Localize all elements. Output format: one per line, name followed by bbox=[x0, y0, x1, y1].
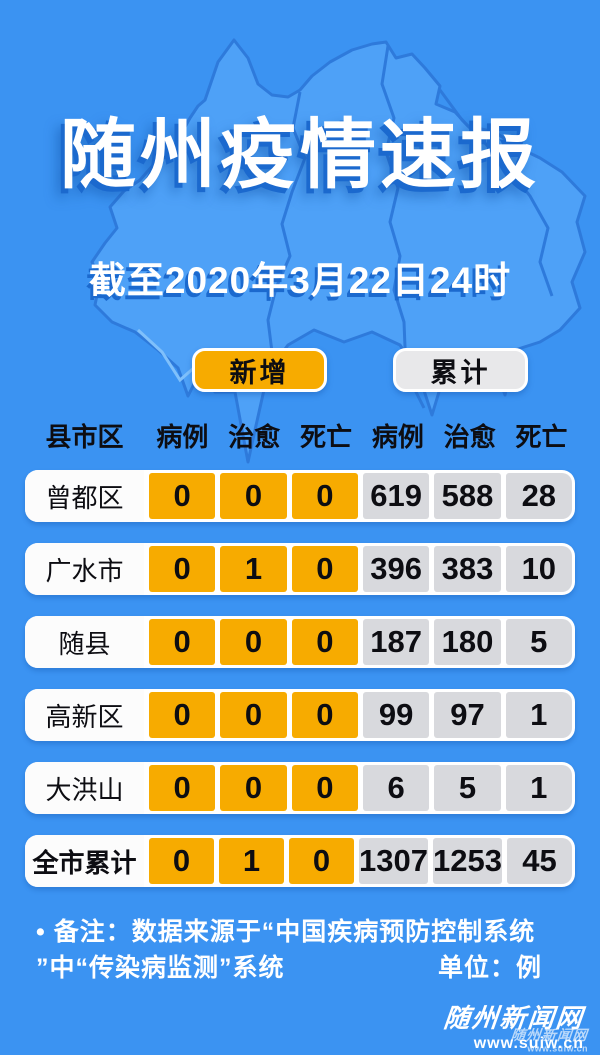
column-header-total-cases: 病例 bbox=[371, 422, 424, 452]
new-cured-value: 1 bbox=[220, 546, 287, 592]
column-header-new-cases: 病例 bbox=[156, 422, 209, 452]
total-cured-value: 383 bbox=[434, 546, 501, 592]
footnote-line2: ”中“传染病监测”系统 bbox=[36, 954, 285, 982]
legend-new-badge: 新增 bbox=[192, 348, 327, 392]
table-row-citywide-total: 全市累计 0 1 0 1307 1253 45 bbox=[25, 835, 575, 887]
column-header-new-deaths: 死亡 bbox=[300, 422, 353, 452]
poster-title: 随州疫情速报 bbox=[60, 113, 540, 198]
district-name: 曾都区 bbox=[25, 470, 144, 522]
total-cured-value: 1253 bbox=[433, 838, 502, 884]
new-cases-value: 0 bbox=[149, 473, 216, 519]
new-deaths-value: 0 bbox=[289, 838, 355, 884]
new-deaths-value: 0 bbox=[291, 692, 358, 738]
column-header-total-deaths: 死亡 bbox=[515, 422, 568, 452]
report-date: 截至2020年3月22日24时 bbox=[88, 260, 512, 301]
total-cases-value: 99 bbox=[362, 692, 430, 738]
new-cases-value: 0 bbox=[149, 765, 216, 811]
district-name: 随县 bbox=[25, 616, 144, 668]
total-cases-value: 1307 bbox=[359, 838, 429, 884]
total-cured-value: 97 bbox=[434, 692, 501, 738]
new-cured-value: 0 bbox=[220, 692, 287, 738]
column-header-total-cured: 治愈 bbox=[443, 422, 496, 452]
new-cured-value: 1 bbox=[219, 838, 285, 884]
unit-label: 单位：例 bbox=[437, 954, 542, 982]
new-cured-value: 0 bbox=[220, 619, 287, 665]
new-deaths-value: 0 bbox=[291, 546, 358, 592]
total-cured-value: 180 bbox=[434, 619, 501, 665]
new-cases-value: 0 bbox=[149, 692, 216, 738]
data-table: 曾都区 0 0 0 619 588 28 广水市 0 1 0 396 383 1… bbox=[25, 470, 575, 908]
total-deaths-value: 5 bbox=[505, 619, 572, 665]
total-cases-value: 396 bbox=[362, 546, 430, 592]
district-name: 广水市 bbox=[25, 543, 144, 595]
total-deaths-value: 45 bbox=[506, 838, 572, 884]
footnote-line1: • 备注：数据来源于“中国疾病预防控制系统 bbox=[36, 918, 536, 946]
total-deaths-value: 1 bbox=[505, 765, 572, 811]
new-cases-value: 0 bbox=[149, 838, 215, 884]
total-cases-value: 6 bbox=[362, 765, 430, 811]
footnote: • 备注：数据来源于“中国疾病预防控制系统 ”中“传染病监测”系统 单位：例 bbox=[36, 914, 570, 986]
column-header-new-cured: 治愈 bbox=[228, 422, 281, 452]
column-header-district: 县市区 bbox=[45, 422, 124, 452]
district-name: 全市累计 bbox=[25, 835, 144, 887]
new-cases-value: 0 bbox=[149, 619, 216, 665]
new-cured-value: 0 bbox=[220, 473, 287, 519]
total-cured-value: 588 bbox=[434, 473, 501, 519]
new-deaths-value: 0 bbox=[291, 765, 358, 811]
site-logo-url: www.suiw.cn bbox=[473, 1035, 584, 1052]
table-row: 大洪山 0 0 0 6 5 1 bbox=[25, 762, 575, 814]
table-row: 广水市 0 1 0 396 383 10 bbox=[25, 543, 575, 595]
new-deaths-value: 0 bbox=[291, 473, 358, 519]
district-name: 大洪山 bbox=[25, 762, 144, 814]
legend-cumulative-badge: 累计 bbox=[393, 348, 528, 392]
new-cured-value: 0 bbox=[220, 765, 287, 811]
site-logo-watermark: 随州新闻网 www.suiw.cn bbox=[509, 1027, 589, 1054]
total-deaths-value: 10 bbox=[505, 546, 572, 592]
total-cases-value: 187 bbox=[362, 619, 430, 665]
site-logo: 随州新闻网 www.suiw.cn 随州新闻网 www.suiw.cn bbox=[442, 998, 589, 1054]
district-name: 高新区 bbox=[25, 689, 144, 741]
total-cases-value: 619 bbox=[362, 473, 430, 519]
new-deaths-value: 0 bbox=[291, 619, 358, 665]
table-row: 高新区 0 0 0 99 97 1 bbox=[25, 689, 575, 741]
total-cured-value: 5 bbox=[434, 765, 501, 811]
new-cases-value: 0 bbox=[149, 546, 216, 592]
total-deaths-value: 28 bbox=[505, 473, 572, 519]
table-row: 曾都区 0 0 0 619 588 28 bbox=[25, 470, 575, 522]
total-deaths-value: 1 bbox=[505, 692, 572, 738]
table-header: 县市区 病例 治愈 死亡 病例 治愈 死亡 bbox=[25, 417, 575, 454]
table-row: 随县 0 0 0 187 180 5 bbox=[25, 616, 575, 668]
